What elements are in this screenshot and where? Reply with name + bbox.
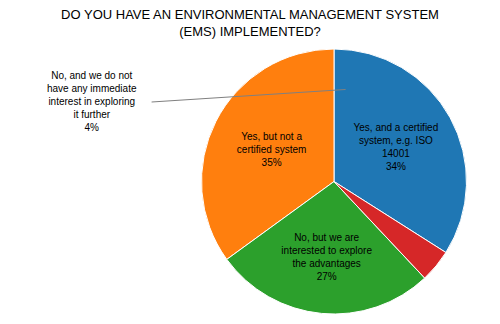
svg-text:No, and we do nothave any imme: No, and we do nothave any immediateinter…	[47, 70, 137, 133]
svg-text:No, but we areinterested to ex: No, but we areinterested to explorethe a…	[281, 232, 372, 282]
svg-text:Yes, but not acertified system: Yes, but not acertified system35%	[237, 131, 306, 168]
svg-text:Yes, and a certifiedsystem, e.: Yes, and a certifiedsystem, e.g. ISO1400…	[354, 122, 439, 172]
svg-text:DO YOU HAVE AN ENVIRONMENTAL M: DO YOU HAVE AN ENVIRONMENTAL MANAGEMENT …	[61, 7, 439, 39]
